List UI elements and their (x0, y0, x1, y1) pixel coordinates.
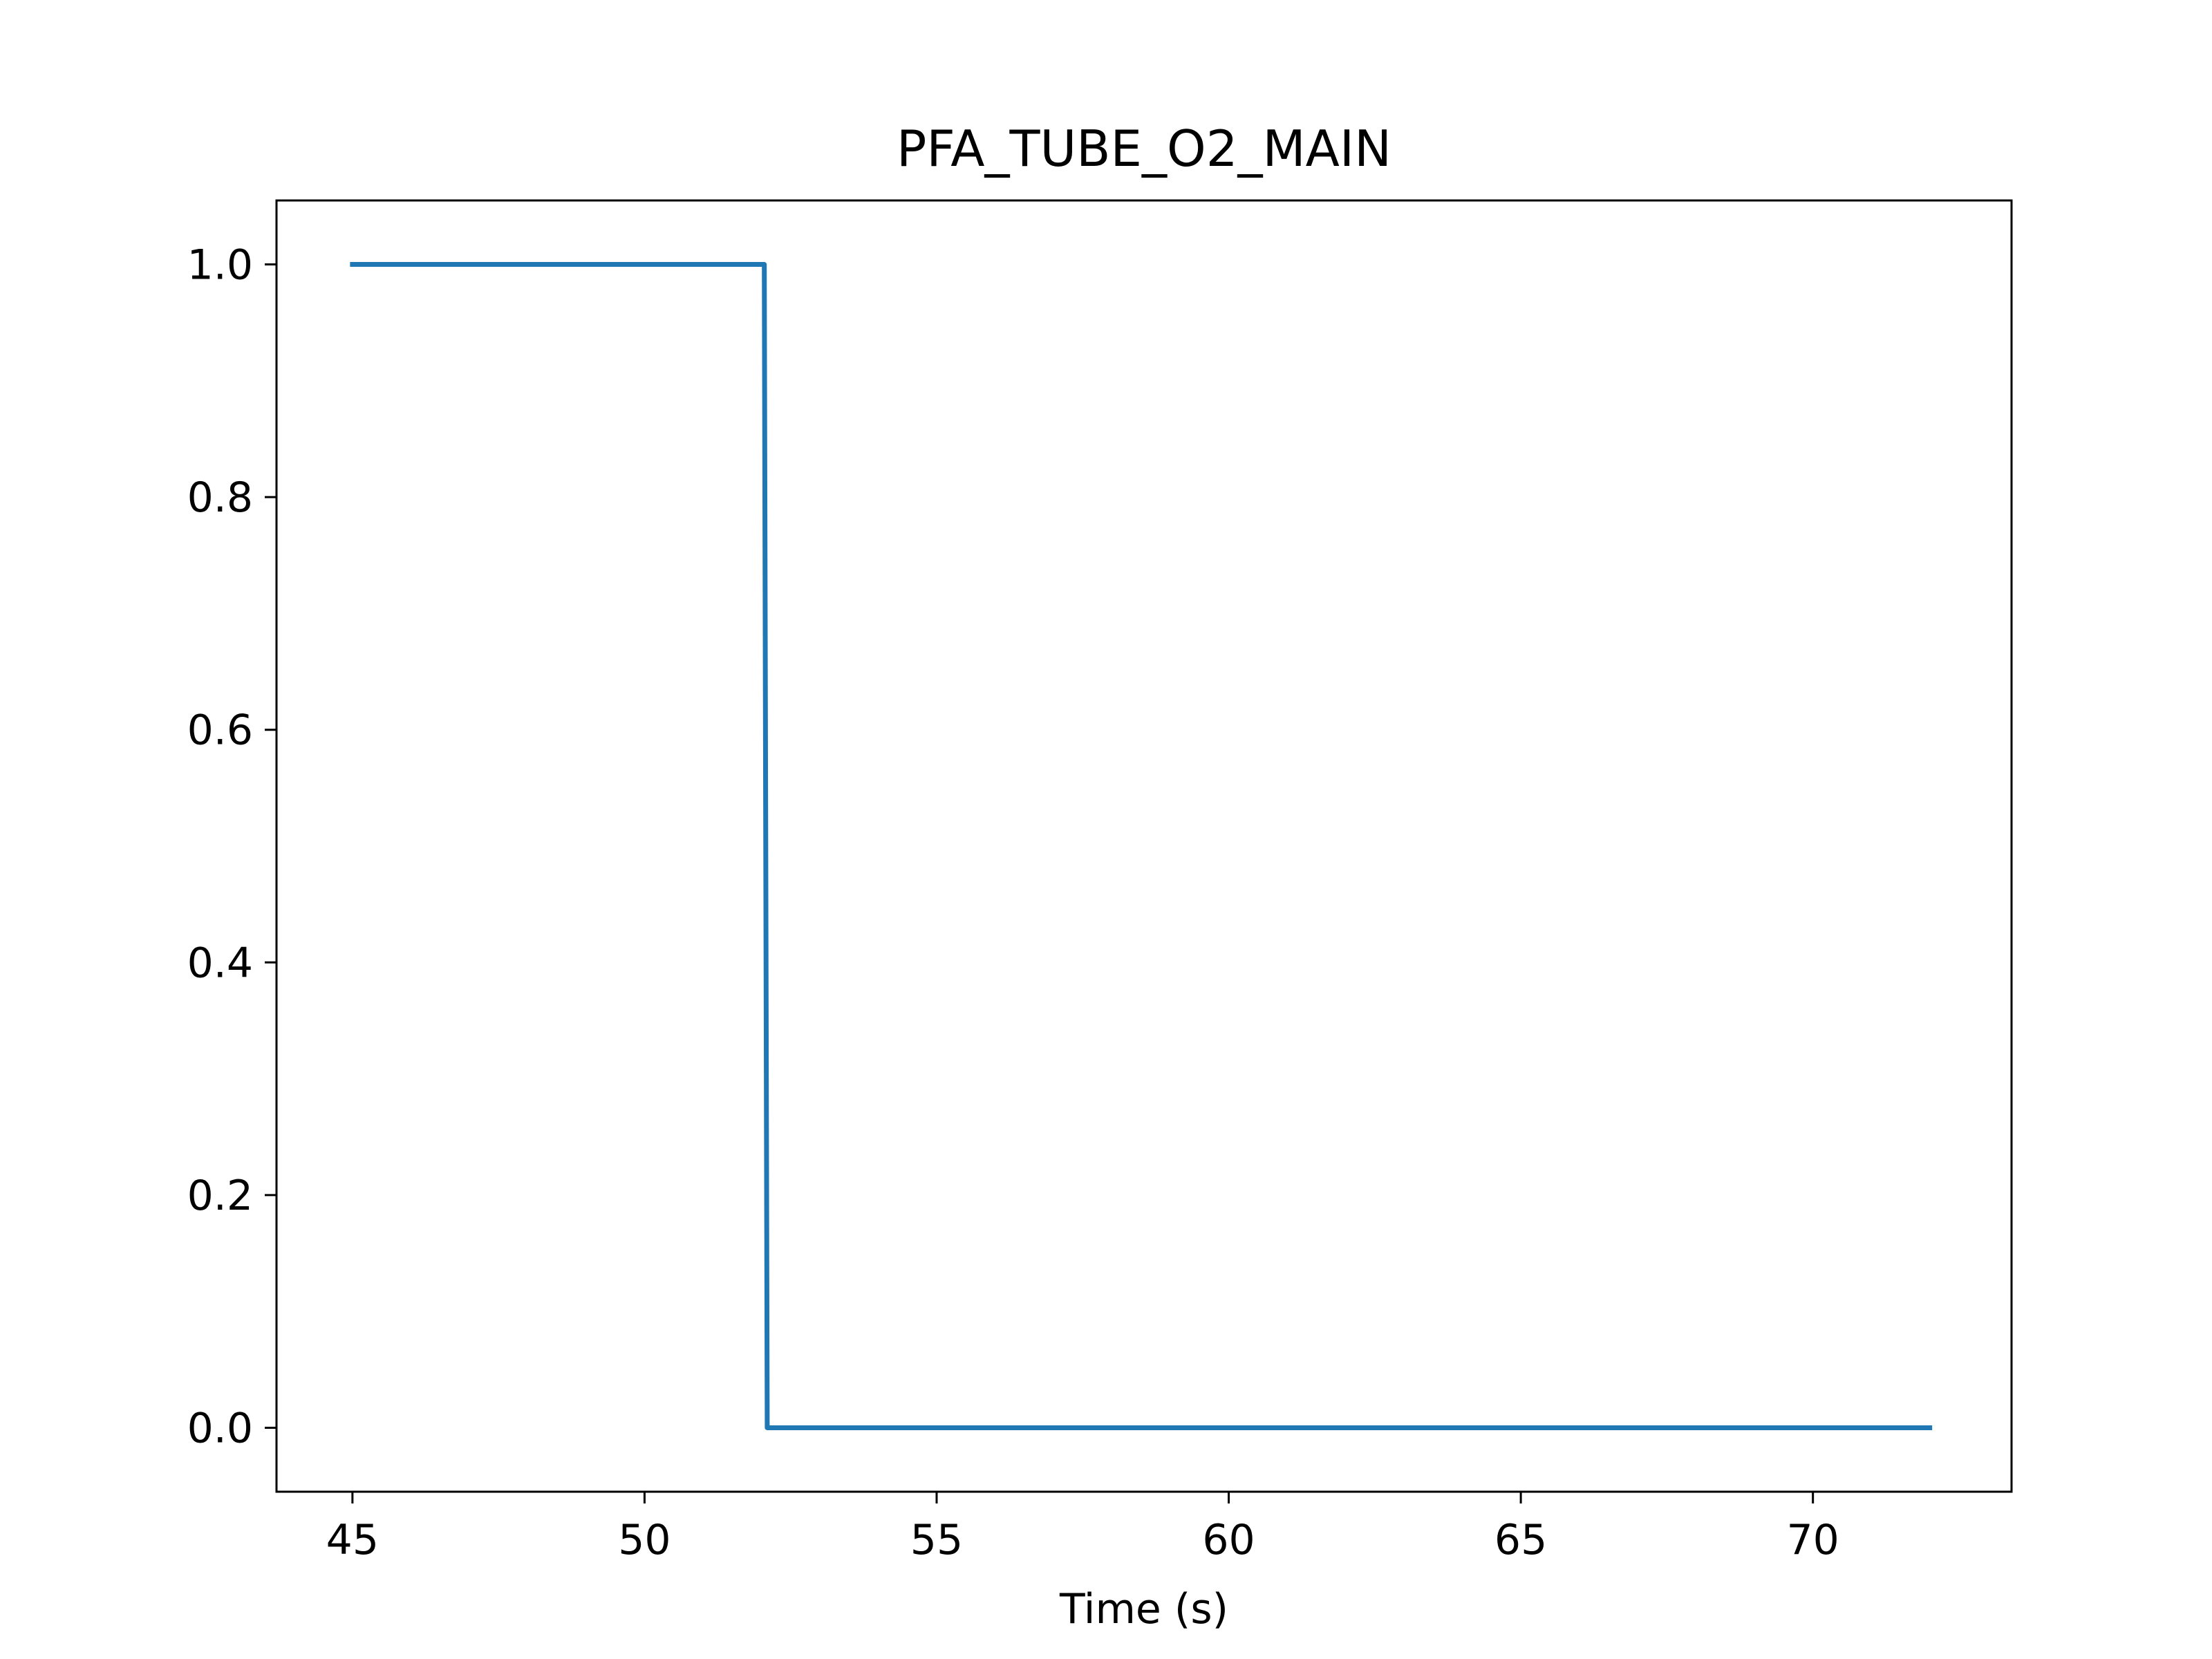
y-tick-label: 0.0 (187, 1404, 253, 1452)
y-tick-label: 0.4 (187, 939, 253, 987)
y-tick-label: 0.8 (187, 474, 253, 522)
axes-frame (275, 199, 2013, 1493)
plot-area (275, 199, 2013, 1493)
y-tick-label: 0.6 (187, 706, 253, 755)
x-axis: 45 50 55 60 65 70 (326, 1492, 1839, 1564)
y-tick-label: 0.2 (187, 1172, 253, 1220)
x-tick-label: 45 (326, 1516, 379, 1564)
x-tick-label: 50 (618, 1516, 671, 1564)
series-line-0 (350, 262, 1933, 1430)
x-tick-label: 55 (910, 1516, 963, 1564)
y-axis: 0.0 0.2 0.4 0.6 0.8 1.0 (187, 241, 276, 1452)
x-tick-label: 65 (1494, 1516, 1547, 1564)
chart-title: PFA_TUBE_O2_MAIN (897, 120, 1391, 178)
x-tick-label: 60 (1202, 1516, 1255, 1564)
y-tick-label: 1.0 (187, 241, 253, 290)
x-tick-label: 70 (1786, 1516, 1839, 1564)
x-axis-label: Time (s) (1059, 1585, 1228, 1633)
